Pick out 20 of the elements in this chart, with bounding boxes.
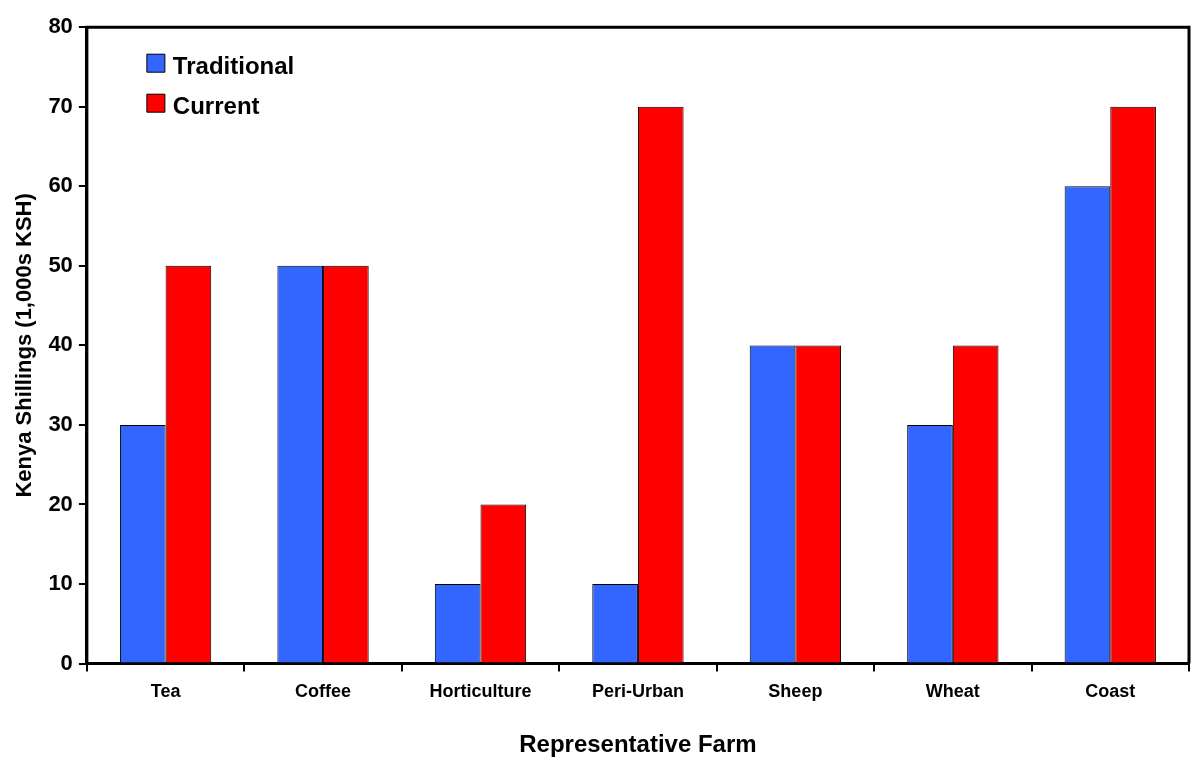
x-tick-label: Sheep xyxy=(768,681,823,702)
x-tick-label: Coast xyxy=(1085,681,1136,702)
y-tick-label: 40 xyxy=(48,331,73,357)
y-tick-label: 0 xyxy=(60,649,73,675)
y-tick-label: 20 xyxy=(48,490,73,516)
x-tick-label: Wheat xyxy=(925,681,980,702)
x-tick-label: Peri-Urban xyxy=(591,681,684,702)
y-tick-label: 70 xyxy=(48,92,73,118)
x-tick-label: Tea xyxy=(150,681,182,702)
y-tick-label: 60 xyxy=(48,172,73,198)
y-axis-title: Kenya Shillings (1,000s KSH) xyxy=(11,193,37,498)
x-tick-label: Horticulture xyxy=(429,681,532,702)
legend-label: Current xyxy=(172,91,260,119)
y-tick-label: 30 xyxy=(48,411,73,437)
x-tick-label: Coffee xyxy=(295,681,352,702)
x-axis-title: Representative Farm xyxy=(519,730,757,758)
y-tick-label: 10 xyxy=(48,570,73,596)
legend-label: Traditional xyxy=(172,51,295,79)
y-tick-label: 80 xyxy=(48,13,73,39)
y-tick-label: 50 xyxy=(48,251,73,277)
